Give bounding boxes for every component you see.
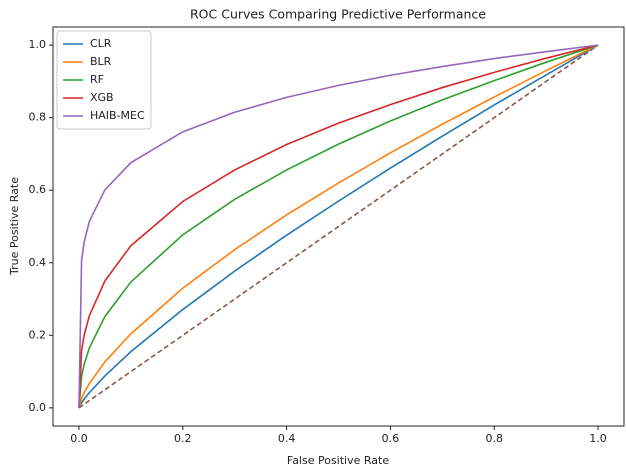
roc-line bbox=[78, 44, 599, 408]
legend-label: RF bbox=[90, 73, 104, 86]
y-tick-label: 1.0 bbox=[29, 38, 47, 51]
roc-line bbox=[78, 44, 599, 409]
legend-label: HAIB-MEC bbox=[90, 109, 145, 122]
y-tick-label: 0.6 bbox=[29, 183, 47, 196]
x-tick-label: 0.6 bbox=[382, 432, 400, 445]
roc-line bbox=[78, 44, 599, 408]
y-tick-label: 0.0 bbox=[29, 401, 47, 414]
x-tick-label: 0.8 bbox=[485, 432, 503, 445]
y-axis-label: True Positive Rate bbox=[8, 177, 21, 276]
x-tick-label: 1.0 bbox=[589, 432, 607, 445]
roc-line bbox=[78, 44, 599, 409]
x-tick-label: 0.2 bbox=[174, 432, 192, 445]
legend-label: BLR bbox=[90, 55, 112, 68]
legend-box bbox=[56, 30, 152, 130]
x-tick-label: 0.4 bbox=[278, 432, 296, 445]
legend-label: CLR bbox=[90, 37, 112, 50]
plot-frame bbox=[52, 26, 625, 427]
legend-label: XGB bbox=[90, 91, 114, 104]
chart-title: ROC Curves Comparing Predictive Performa… bbox=[190, 7, 486, 22]
reference-line bbox=[78, 44, 599, 409]
x-tick-label: 0.0 bbox=[70, 432, 88, 445]
x-axis-label: False Positive Rate bbox=[287, 454, 389, 467]
y-tick-label: 0.4 bbox=[29, 256, 47, 269]
roc-line bbox=[78, 44, 599, 408]
y-tick-label: 0.8 bbox=[29, 111, 47, 124]
y-tick-label: 0.2 bbox=[29, 328, 47, 341]
